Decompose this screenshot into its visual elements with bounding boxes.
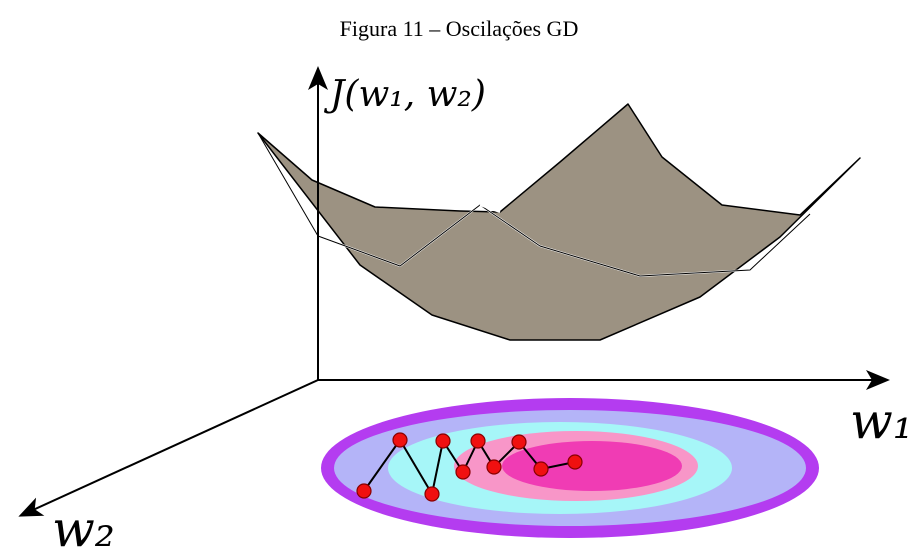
gd-path xyxy=(356,432,583,502)
axes xyxy=(18,66,890,517)
depth-axis-label: w₂ xyxy=(52,500,115,554)
contour-plot xyxy=(321,398,819,538)
vertical-axis-label: J(w₁, w₂) xyxy=(323,74,486,115)
horizontal-axis-label: w₁ xyxy=(850,392,913,450)
caption: Figura 11 – Oscilações GD xyxy=(340,16,579,41)
cost-surface xyxy=(257,103,861,341)
